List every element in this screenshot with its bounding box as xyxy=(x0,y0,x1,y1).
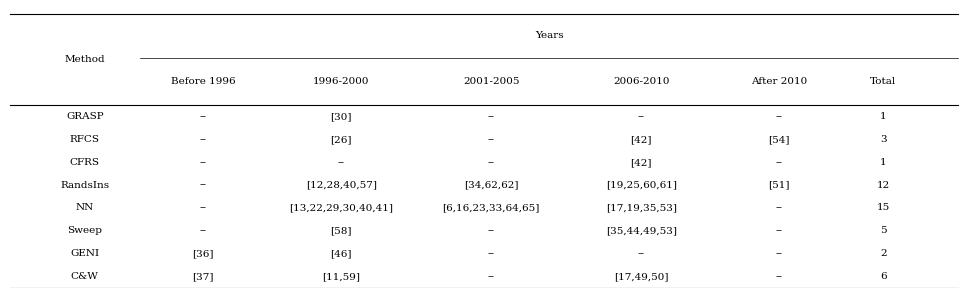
Text: [37]: [37] xyxy=(193,272,214,281)
Text: 12: 12 xyxy=(877,181,890,190)
Text: [11,59]: [11,59] xyxy=(322,272,360,281)
Text: 3: 3 xyxy=(880,135,887,144)
Text: --: -- xyxy=(775,272,783,281)
Text: [6,16,23,33,64,65]: [6,16,23,33,64,65] xyxy=(442,204,540,213)
Text: [13,22,29,30,40,41]: [13,22,29,30,40,41] xyxy=(289,204,393,213)
Text: 6: 6 xyxy=(880,272,887,281)
Text: --: -- xyxy=(199,158,207,167)
Text: [58]: [58] xyxy=(330,226,352,235)
Text: CFRS: CFRS xyxy=(70,158,100,167)
Text: [17,49,50]: [17,49,50] xyxy=(614,272,669,281)
Text: 1: 1 xyxy=(880,112,887,121)
Text: [54]: [54] xyxy=(769,135,790,144)
Text: [51]: [51] xyxy=(769,181,790,190)
Text: 1: 1 xyxy=(880,158,887,167)
Text: --: -- xyxy=(488,112,495,121)
Text: 1996-2000: 1996-2000 xyxy=(313,77,370,86)
Text: NN: NN xyxy=(76,204,94,213)
Text: After 2010: After 2010 xyxy=(751,77,807,86)
Text: Before 1996: Before 1996 xyxy=(171,77,235,86)
Text: Method: Method xyxy=(65,55,105,64)
Text: [12,28,40,57]: [12,28,40,57] xyxy=(306,181,377,190)
Text: --: -- xyxy=(638,112,645,121)
Text: Sweep: Sweep xyxy=(67,226,103,235)
Text: C&W: C&W xyxy=(71,272,99,281)
Text: RandsIns: RandsIns xyxy=(60,181,109,190)
Text: [19,25,60,61]: [19,25,60,61] xyxy=(606,181,677,190)
Text: RFCS: RFCS xyxy=(70,135,100,144)
Text: [35,44,49,53]: [35,44,49,53] xyxy=(606,226,677,235)
Text: 2006-2010: 2006-2010 xyxy=(613,77,670,86)
Text: --: -- xyxy=(488,272,495,281)
Text: [30]: [30] xyxy=(330,112,352,121)
Text: Total: Total xyxy=(870,77,896,86)
Text: --: -- xyxy=(199,204,207,213)
Text: [34,62,62]: [34,62,62] xyxy=(464,181,519,190)
Text: --: -- xyxy=(775,249,783,258)
Text: GENI: GENI xyxy=(70,249,100,258)
Text: [42]: [42] xyxy=(630,158,652,167)
Text: --: -- xyxy=(199,226,207,235)
Text: [46]: [46] xyxy=(330,249,352,258)
Text: [36]: [36] xyxy=(193,249,214,258)
Text: --: -- xyxy=(488,135,495,144)
Text: --: -- xyxy=(199,112,207,121)
Text: --: -- xyxy=(775,204,783,213)
Text: 2: 2 xyxy=(880,249,887,258)
Text: --: -- xyxy=(638,249,645,258)
Text: 2001-2005: 2001-2005 xyxy=(463,77,520,86)
Text: Years: Years xyxy=(535,31,563,41)
Text: --: -- xyxy=(488,249,495,258)
Text: GRASP: GRASP xyxy=(66,112,104,121)
Text: [42]: [42] xyxy=(630,135,652,144)
Text: --: -- xyxy=(199,181,207,190)
Text: [17,19,35,53]: [17,19,35,53] xyxy=(606,204,677,213)
Text: --: -- xyxy=(488,158,495,167)
Text: --: -- xyxy=(775,158,783,167)
Text: 5: 5 xyxy=(880,226,887,235)
Text: --: -- xyxy=(488,226,495,235)
Text: --: -- xyxy=(775,112,783,121)
Text: --: -- xyxy=(338,158,345,167)
Text: --: -- xyxy=(199,135,207,144)
Text: 15: 15 xyxy=(877,204,890,213)
Text: --: -- xyxy=(775,226,783,235)
Text: [26]: [26] xyxy=(330,135,352,144)
